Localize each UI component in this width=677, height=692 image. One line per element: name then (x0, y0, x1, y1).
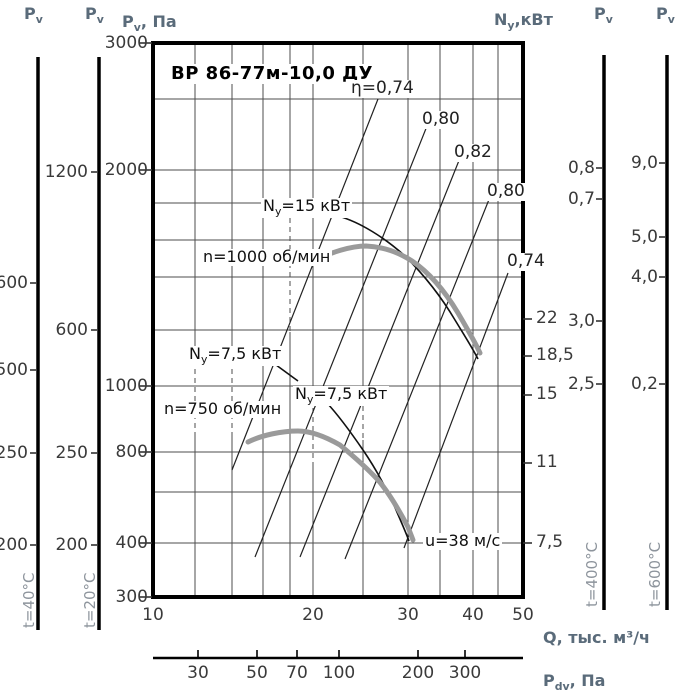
pdv-tick: 30 (187, 663, 209, 683)
ny-kvt-header: Ny,кВт (494, 10, 553, 33)
t40-tick: 200 (0, 535, 28, 555)
eta-line-label: 0,80 (420, 109, 462, 129)
t600-tick: 4,0 (630, 267, 658, 287)
ny15-label: Ny=15 кВт (261, 196, 353, 219)
pdv-tick: 200 (401, 663, 435, 683)
pdv-tick: 70 (286, 663, 308, 683)
aux-axis-lines (36, 55, 669, 630)
plot-border (151, 41, 525, 599)
pv-header-t400: Pv (594, 4, 613, 27)
t20-tick: 1200 (44, 162, 88, 182)
eta-line-label: η=0,74 (349, 78, 416, 98)
pv-main-tick: 1000 (104, 376, 148, 396)
t20-tick: 200 (55, 535, 88, 555)
ny75-label-1: Ny=7,5 кВт (187, 344, 284, 367)
q-tick: 20 (302, 605, 324, 625)
pv-pa-header: Pv, Па (122, 12, 177, 35)
q-tick: 10 (142, 605, 164, 625)
eta-line-label: 0,82 (452, 142, 494, 162)
pv-main-tick: 300 (115, 587, 148, 607)
tip-speed-label: u=38 м/с (423, 531, 503, 550)
n750-label: n=750 об/мин (162, 399, 284, 418)
ny-tick: 22 (536, 308, 558, 328)
t40-tick: 500 (0, 360, 28, 380)
t40-tick: 250 (0, 443, 28, 463)
performance-curves (245, 243, 483, 543)
pdv-axis (153, 650, 523, 660)
tick-marks (30, 42, 665, 598)
ny-tick: 7,5 (536, 532, 564, 552)
n1000-label: n=1000 об/мин (201, 247, 333, 266)
eta-line-label: 0,74 (505, 251, 547, 271)
t20-tick: 600 (55, 320, 88, 340)
pv-header-t20: Pv (85, 4, 104, 27)
eta-line-label: 0,80 (485, 181, 527, 201)
t600-temp-label: t=600°C (646, 541, 664, 607)
q-tick: 50 (512, 605, 534, 625)
t40-temp-label: t=40°C (20, 572, 38, 628)
ny-tick: 15 (536, 384, 558, 404)
t400-tick: 2,5 (567, 374, 595, 394)
pv-main-tick: 3000 (104, 33, 148, 53)
pdv-axis-header: Pdv, Па (543, 671, 606, 692)
ny-tick: 11 (536, 452, 558, 472)
pv-main-tick: 2000 (104, 160, 148, 180)
pv-header-t600: Pv (656, 4, 675, 27)
t400-tick: 0,8 (567, 158, 595, 178)
pdv-tick: 50 (246, 663, 268, 683)
q-tick: 30 (397, 605, 419, 625)
t600-tick: 0,2 (630, 374, 658, 394)
grid-horizontal (153, 98, 523, 544)
pv-header-t40: Pv (24, 4, 43, 27)
t400-temp-label: t=400°C (583, 541, 601, 607)
pdv-tick: 300 (448, 663, 482, 683)
pv-main-tick: 800 (115, 442, 148, 462)
ny-tick: 18,5 (536, 345, 574, 365)
pv-main-tick: 400 (115, 533, 148, 553)
t600-tick: 9,0 (630, 153, 658, 173)
t40-tick: 600 (0, 273, 28, 293)
t600-tick: 5,0 (630, 227, 658, 247)
ny75-label-2: Ny=7,5 кВт (293, 384, 390, 407)
t20-tick: 250 (55, 443, 88, 463)
chart-title: ВР 86-77м-10,0 ДУ (171, 63, 374, 84)
t400-tick: 0,7 (567, 189, 595, 209)
q-tick: 40 (462, 605, 484, 625)
t400-tick: 3,0 (567, 311, 595, 331)
q-axis-header: Q, тыс. м³/ч (543, 628, 651, 647)
pdv-tick: 100 (322, 663, 356, 683)
